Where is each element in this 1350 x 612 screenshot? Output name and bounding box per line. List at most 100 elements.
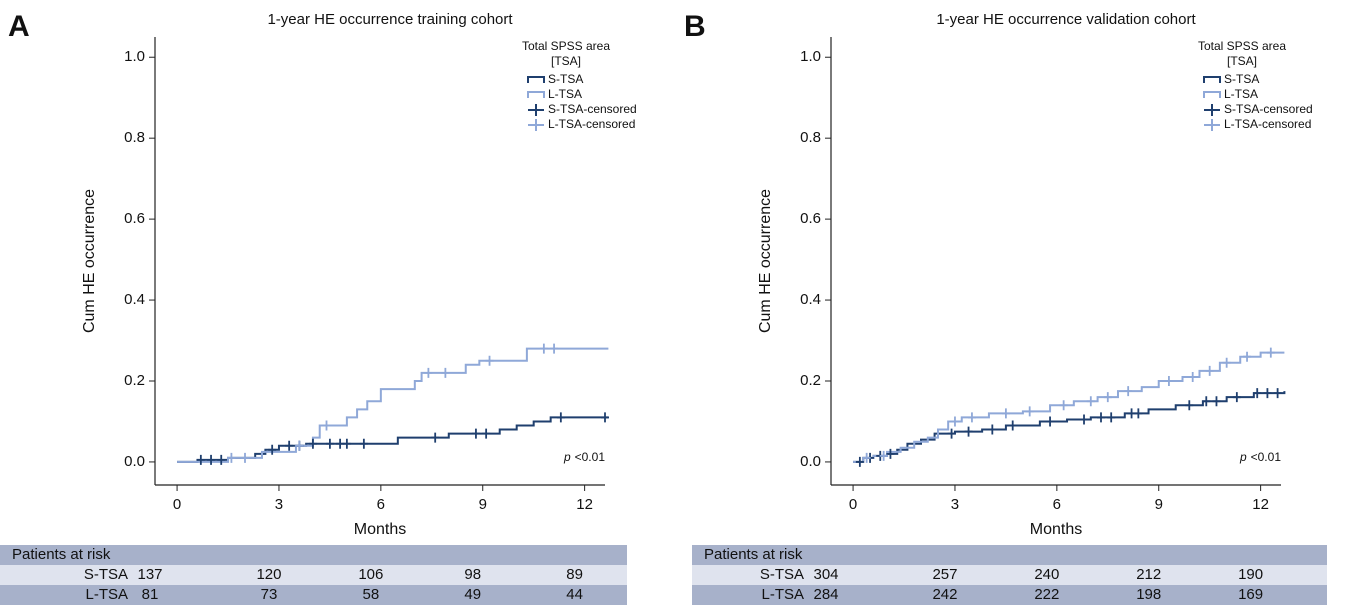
- censor-mark: [879, 450, 888, 461]
- legend-label: L-TSA-censored: [1224, 117, 1311, 131]
- x-axis-label: Months: [1030, 521, 1082, 538]
- y-tick-label: 0.6: [800, 210, 821, 227]
- censor-mark: [308, 438, 317, 449]
- censor-mark: [1212, 396, 1221, 407]
- p-symbol: p: [1239, 450, 1247, 464]
- censor-mark: [424, 367, 433, 378]
- censor-mark: [1273, 388, 1282, 399]
- survival-curve: [177, 416, 609, 463]
- y-axis-label: Cum HE occurrence: [81, 189, 98, 333]
- y-tick-label: 0.0: [124, 453, 145, 470]
- y-tick-label: 1.0: [800, 48, 821, 65]
- censor-mark: [431, 432, 440, 443]
- at-risk-value: 58: [363, 586, 380, 603]
- censor-mark: [325, 438, 334, 449]
- x-tick-label: 3: [951, 496, 959, 513]
- x-tick-label: 12: [1252, 496, 1269, 513]
- at-risk-value: 49: [464, 586, 481, 603]
- chart-title: 1-year HE occurrence validation cohort: [936, 11, 1196, 28]
- censor-mark: [1080, 414, 1089, 425]
- x-tick-label: 6: [377, 496, 385, 513]
- y-tick-label: 0.6: [124, 210, 145, 227]
- censor-mark: [359, 438, 368, 449]
- x-tick-label: 12: [576, 496, 593, 513]
- at-risk-value: 106: [358, 566, 383, 583]
- y-tick-label: 1.0: [124, 48, 145, 65]
- x-tick-label: 6: [1053, 496, 1061, 513]
- at-risk-value: 212: [1136, 566, 1161, 583]
- x-tick-label: 0: [173, 496, 181, 513]
- at-risk-value: 257: [932, 566, 957, 583]
- at-risk-value: 240: [1034, 566, 1059, 583]
- censor-mark: [285, 440, 294, 451]
- censor-mark: [196, 454, 205, 465]
- at-risk-value: 137: [137, 566, 162, 583]
- censor-mark: [1001, 408, 1010, 419]
- at-risk-value: 81: [142, 586, 159, 603]
- censor-mark: [471, 428, 480, 439]
- y-tick-label: 0.4: [800, 291, 821, 308]
- legend-icon: [527, 91, 545, 98]
- panel-label: B: [684, 10, 706, 43]
- panel: B 1-year HE occurrence validation cohort 0…: [684, 10, 1327, 605]
- y-tick-label: 0.2: [124, 372, 145, 389]
- x-tick-label: 0: [849, 496, 857, 513]
- censor-mark: [1243, 351, 1252, 362]
- at-risk-value: 242: [932, 586, 957, 603]
- censor-mark: [1107, 412, 1116, 423]
- censor-mark: [1086, 396, 1095, 407]
- legend-title: [TSA]: [1227, 54, 1257, 68]
- y-axis-label: Cum HE occurrence: [757, 189, 774, 333]
- censor-mark: [1097, 412, 1105, 423]
- censor-mark: [855, 456, 864, 467]
- row-name: S-TSA: [760, 566, 804, 583]
- censor-mark: [967, 412, 976, 423]
- censor-mark: [1164, 375, 1173, 386]
- legend-icon: [528, 119, 544, 131]
- censor-mark: [485, 355, 494, 366]
- censor-mark: [539, 343, 548, 354]
- legend-label: S-TSA-censored: [548, 102, 637, 116]
- legend-icon: [1204, 119, 1220, 131]
- censor-mark: [1205, 365, 1214, 376]
- table-title: Patients at risk: [12, 546, 111, 563]
- censor-mark: [550, 343, 559, 354]
- censor-mark: [227, 452, 236, 463]
- survival-curve: [177, 347, 609, 463]
- at-risk-value: 98: [464, 566, 481, 583]
- p-symbol: p: [563, 450, 571, 464]
- censor-mark: [1134, 408, 1143, 419]
- censor-mark: [1103, 392, 1112, 403]
- at-risk-value: 73: [261, 586, 278, 603]
- at-risk-value: 190: [1238, 566, 1263, 583]
- legend-label: L-TSA-censored: [548, 117, 635, 131]
- survival-curve: [853, 351, 1285, 463]
- row-name: L-TSA: [85, 586, 128, 603]
- panel: A 1-year HE occurrence training cohort 0.0…: [0, 10, 637, 605]
- legend-title: Total SPSS area: [522, 39, 610, 53]
- censor-mark: [862, 452, 871, 463]
- x-axis-label: Months: [354, 521, 406, 538]
- x-tick-label: 9: [1155, 496, 1163, 513]
- table-row-bg: [0, 585, 627, 605]
- panel-label: A: [8, 10, 30, 43]
- p-value: p <0.01: [1239, 450, 1281, 464]
- censor-mark: [207, 454, 216, 465]
- censor-mark: [1127, 408, 1136, 419]
- censor-mark: [1059, 400, 1068, 411]
- legend-label: S-TSA: [548, 72, 583, 86]
- p-value: p <0.01: [563, 450, 605, 464]
- censor-mark: [241, 452, 249, 463]
- censor-mark: [1253, 388, 1262, 399]
- censor-mark: [1025, 406, 1034, 417]
- censor-mark: [336, 438, 345, 449]
- censor-mark: [1008, 420, 1017, 431]
- censor-mark: [295, 440, 304, 451]
- censor-mark: [1124, 386, 1133, 397]
- legend-icon: [527, 76, 545, 83]
- censor-mark: [886, 448, 895, 459]
- censor-mark: [601, 412, 609, 423]
- at-risk-value: 89: [566, 566, 583, 583]
- y-tick-label: 0.8: [124, 129, 145, 146]
